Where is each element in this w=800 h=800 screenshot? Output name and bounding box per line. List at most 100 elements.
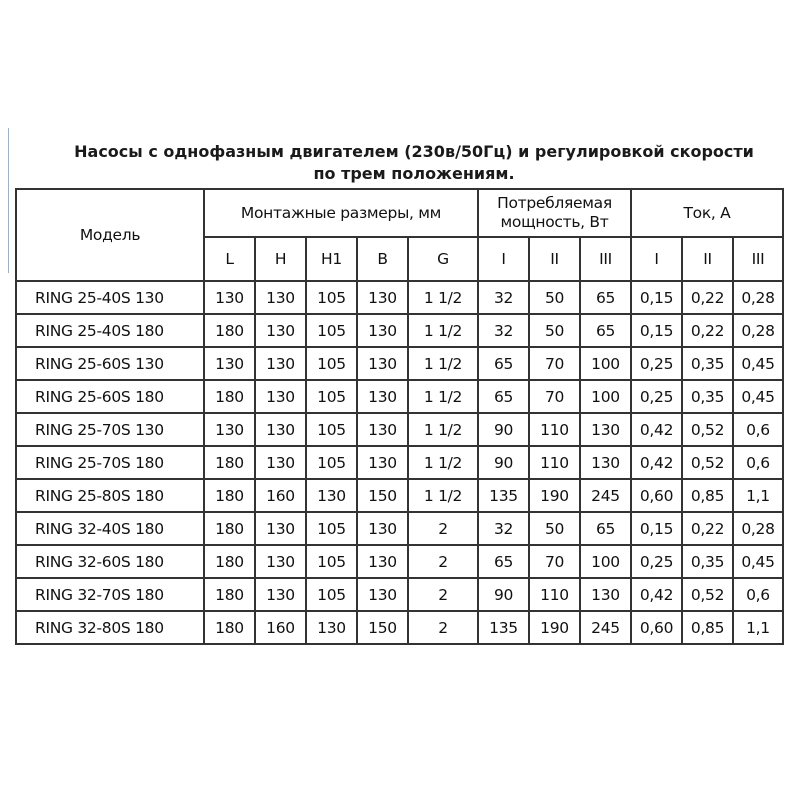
value-cell: 32 [477, 511, 530, 546]
value-cell: 105 [305, 544, 358, 579]
value-cell: 130 [356, 511, 409, 546]
table-row: RING 25-60S 130 130 130 105 130 1 1/2 65 70 100 0… [15, 346, 784, 381]
value-cell: 150 [356, 610, 409, 645]
value-cell: 180 [203, 610, 256, 645]
value-cell: 130 [203, 346, 256, 381]
model-cell: RING 25-80S 180 [15, 478, 205, 513]
model-cell: RING 25-40S 130 [15, 280, 205, 315]
value-cell: 245 [579, 478, 632, 513]
value-cell: 0,28 [732, 511, 784, 546]
value-cell: 70 [528, 379, 581, 414]
value-cell: 0,28 [732, 313, 784, 348]
subheader-cell: L [203, 236, 256, 282]
subheader-cell: III [732, 236, 784, 282]
value-cell: 130 [254, 445, 307, 480]
table-row: RING 25-60S 180 180 130 105 130 1 1/2 65 70 100 0… [15, 379, 784, 414]
value-cell: 0,60 [630, 610, 683, 645]
value-cell: 130 [356, 445, 409, 480]
value-cell: 65 [477, 346, 530, 381]
value-cell: 180 [203, 445, 256, 480]
table-row: RING 25-80S 180 180 160 130 150 1 1/2 135 190 24… [15, 478, 784, 513]
value-cell: 0,52 [681, 445, 734, 480]
value-cell: 0,45 [732, 544, 784, 579]
table-row: RING 25-40S 130 130 130 105 130 1 1/2 32 50 65 0,… [15, 280, 784, 315]
value-cell: 130 [254, 577, 307, 612]
model-cell: RING 25-40S 180 [15, 313, 205, 348]
subheader-cell: I [477, 236, 530, 282]
value-cell: 32 [477, 280, 530, 315]
value-cell: 130 [356, 577, 409, 612]
value-cell: 0,45 [732, 379, 784, 414]
value-cell: 100 [579, 544, 632, 579]
value-cell: 245 [579, 610, 632, 645]
value-cell: 105 [305, 445, 358, 480]
value-cell: 65 [477, 544, 530, 579]
value-cell: 130 [579, 412, 632, 447]
value-cell: 180 [203, 544, 256, 579]
header-current: Ток, А [630, 188, 784, 238]
value-cell: 130 [356, 280, 409, 315]
value-cell: 105 [305, 577, 358, 612]
value-cell: 90 [477, 412, 530, 447]
value-cell: 1 1/2 [407, 313, 479, 348]
value-cell: 130 [305, 610, 358, 645]
model-cell: RING 32-70S 180 [15, 577, 205, 612]
value-cell: 0,45 [732, 346, 784, 381]
value-cell: 105 [305, 280, 358, 315]
value-cell: 0,35 [681, 346, 734, 381]
value-cell: 110 [528, 577, 581, 612]
value-cell: 105 [305, 379, 358, 414]
subheader-cell: II [681, 236, 734, 282]
value-cell: 130 [254, 544, 307, 579]
value-cell: 0,52 [681, 577, 734, 612]
value-cell: 0,22 [681, 313, 734, 348]
value-cell: 130 [356, 313, 409, 348]
value-cell: 105 [305, 313, 358, 348]
value-cell: 105 [305, 511, 358, 546]
table-row: RING 32-40S 180 180 130 105 130 2 32 50 65 0,15 0,… [15, 511, 784, 546]
value-cell: 0,42 [630, 445, 683, 480]
table-row: RING 25-40S 180 180 130 105 130 1 1/2 32 50 65 0,… [15, 313, 784, 348]
table-row: RING 32-70S 180 180 130 105 130 2 90 110 130 0,42… [15, 577, 784, 612]
value-cell: 1 1/2 [407, 445, 479, 480]
page-title: Насосы с однофазным двигателем (230в/50Г… [30, 141, 798, 185]
value-cell: 0,52 [681, 412, 734, 447]
value-cell: 130 [203, 412, 256, 447]
value-cell: 0,25 [630, 544, 683, 579]
subheader-cell: H1 [305, 236, 358, 282]
model-cell: RING 32-60S 180 [15, 544, 205, 579]
model-cell: RING 25-60S 130 [15, 346, 205, 381]
table-row: RING 25-70S 180 180 130 105 130 1 1/2 90 110 130… [15, 445, 784, 480]
value-cell: 0,25 [630, 379, 683, 414]
value-cell: 180 [203, 478, 256, 513]
value-cell: 1 1/2 [407, 379, 479, 414]
value-cell: 160 [254, 478, 307, 513]
subheader-cell: III [579, 236, 632, 282]
value-cell: 110 [528, 445, 581, 480]
value-cell: 130 [254, 346, 307, 381]
title-line-1: Насосы с однофазным двигателем (230в/50Г… [74, 142, 754, 161]
value-cell: 130 [579, 577, 632, 612]
value-cell: 2 [407, 610, 479, 645]
value-cell: 0,85 [681, 478, 734, 513]
model-cell: RING 25-70S 180 [15, 445, 205, 480]
value-cell: 130 [254, 412, 307, 447]
value-cell: 65 [579, 280, 632, 315]
value-cell: 130 [356, 412, 409, 447]
value-cell: 130 [254, 313, 307, 348]
value-cell: 0,6 [732, 445, 784, 480]
value-cell: 130 [254, 511, 307, 546]
value-cell: 135 [477, 610, 530, 645]
value-cell: 0,22 [681, 280, 734, 315]
value-cell: 180 [203, 379, 256, 414]
header-power-line2: мощность, Вт [500, 213, 609, 231]
subheader-cell: B [356, 236, 409, 282]
header-power-line1: Потребляемая [497, 194, 612, 212]
value-cell: 0,15 [630, 511, 683, 546]
value-cell: 70 [528, 544, 581, 579]
value-cell: 0,22 [681, 511, 734, 546]
value-cell: 70 [528, 346, 581, 381]
value-cell: 150 [356, 478, 409, 513]
model-cell: RING 32-40S 180 [15, 511, 205, 546]
left-border-line [8, 128, 9, 273]
